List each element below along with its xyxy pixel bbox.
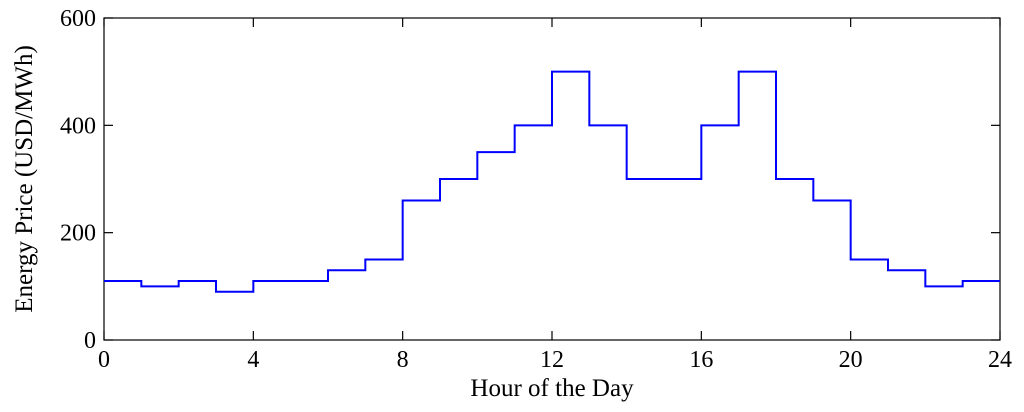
x-tick-label: 0 [98,347,110,373]
series-group [104,70,1000,293]
x-tick-label: 16 [689,347,713,373]
y-axis-label: Energy Price (USD/MWh) [11,45,38,313]
x-tick-label: 8 [397,347,409,373]
x-axis-label: Hour of the Day [470,375,634,402]
x-tick-label: 4 [247,347,259,373]
x-tick-label: 12 [540,347,564,373]
y-tick-label: 0 [84,328,96,354]
x-tick-label: 24 [988,347,1012,373]
y-tick-label: 400 [60,113,96,139]
y-tick-label: 200 [60,221,96,247]
axis-tick-labels: 0 4 8 12 16 20 24 0 200 400 600 [60,6,1012,373]
axis-ticks [103,17,1001,341]
y-tick-label: 600 [60,6,96,32]
x-tick-label: 20 [839,347,863,373]
series-line [104,70,1000,293]
